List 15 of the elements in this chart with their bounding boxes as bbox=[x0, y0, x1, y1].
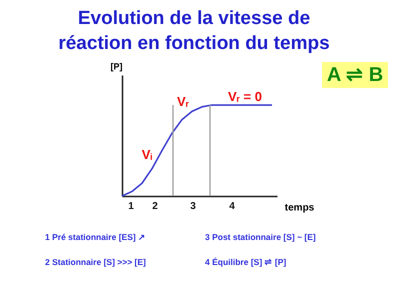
text: 1 Pré stationnaire [ES] ↗ bbox=[45, 232, 146, 242]
annotation: Vᵣ bbox=[177, 94, 190, 109]
y-axis-title: [P] bbox=[110, 62, 122, 72]
text: 2 Stationnaire [S] >>> [E] bbox=[45, 257, 146, 267]
text: A ⇌ B bbox=[326, 64, 384, 86]
text: 4 bbox=[229, 201, 236, 212]
text: Vᵣ = 0 bbox=[228, 89, 262, 104]
text: 3 Post stationnaire [S] ~ [E] bbox=[205, 232, 316, 242]
text: 3 bbox=[190, 201, 196, 212]
text: 4 Équilibre [S] ⇌ [P] bbox=[205, 257, 286, 267]
text: 2 bbox=[152, 201, 158, 212]
chart-title: Evolution de la vitesse de réaction en fonction du temps bbox=[58, 8, 330, 54]
text: 1 bbox=[128, 201, 134, 212]
x-axis-title: temps bbox=[284, 202, 315, 214]
annotation: Vᵢ bbox=[142, 147, 152, 162]
